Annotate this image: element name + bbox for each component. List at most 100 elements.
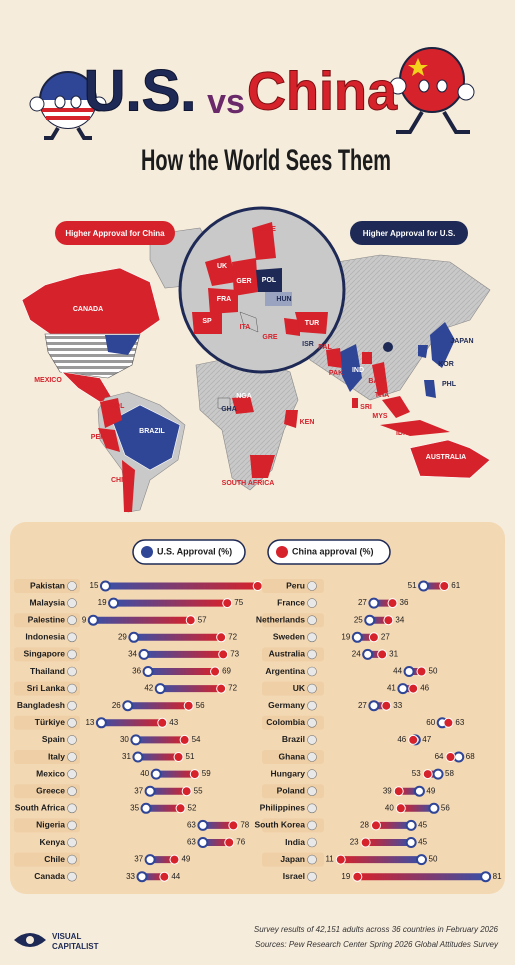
country-flag — [307, 666, 317, 677]
category-label: Singapore — [23, 649, 65, 659]
country-flag — [307, 632, 317, 643]
map-label: ITA — [240, 324, 251, 331]
china-value-label: 33 — [393, 701, 402, 710]
us-mascot — [29, 71, 107, 140]
dumbbell-bar — [148, 668, 216, 675]
map-label: CHI — [111, 477, 123, 484]
china-value-label: 28 — [360, 821, 369, 830]
china-dot — [252, 581, 263, 591]
category-label: Palestine — [28, 614, 66, 624]
china-dot — [218, 649, 229, 660]
us-value-label: 41 — [387, 684, 396, 693]
us-dot — [397, 683, 409, 695]
us-value-label: 31 — [122, 752, 131, 761]
china-value-label: 31 — [389, 650, 398, 659]
category-label: Italy — [48, 751, 65, 761]
map-label: PHL — [442, 381, 457, 388]
china-value-label: 76 — [236, 838, 245, 847]
china-dot — [422, 769, 433, 780]
us-value-label: 47 — [422, 735, 431, 744]
title-vs: vs — [207, 83, 245, 121]
china-dot — [360, 837, 371, 848]
us-dot — [150, 768, 162, 780]
china-dot — [439, 581, 450, 591]
china-value-label: 11 — [325, 855, 334, 864]
country-flag — [67, 854, 77, 865]
china-value-label: 19 — [341, 872, 350, 881]
china-dot — [179, 734, 190, 745]
us-dot — [368, 597, 380, 609]
china-value-label: 40 — [385, 803, 394, 812]
dumbbell-chart: U.S. Approval (%) China approval (%) Pakis… — [14, 539, 502, 884]
map-label: SOUTH AFRICA — [222, 480, 275, 487]
category-label: Australia — [269, 649, 306, 659]
map-label: HUN — [276, 296, 291, 303]
legend-us-pill — [350, 221, 468, 245]
legend-china: Higher Approval for China — [65, 229, 165, 238]
dumbbell-bar — [156, 770, 195, 778]
map-label: PAK — [329, 370, 343, 377]
china-value-label: 54 — [192, 735, 201, 744]
map-label: POL — [262, 277, 277, 284]
row-band — [14, 767, 80, 782]
row-band — [262, 596, 324, 611]
row-band — [262, 852, 324, 867]
map-label: NGA — [236, 393, 252, 400]
category-label: Kenya — [39, 837, 65, 847]
us-dot — [197, 837, 209, 848]
dumbbell-bar — [105, 582, 258, 590]
dumbbell-bar — [101, 719, 163, 727]
country-flag — [307, 854, 317, 865]
us-dot — [144, 854, 156, 866]
row-band — [14, 732, 80, 747]
us-value-label: 63 — [187, 821, 196, 830]
country-flag — [307, 649, 317, 660]
country-flag — [67, 871, 77, 882]
map-label: KOR — [438, 361, 454, 368]
row-band — [262, 579, 324, 593]
country-flag — [307, 769, 317, 779]
us-value-label: 42 — [144, 684, 153, 693]
row-band — [14, 647, 80, 662]
us-value-label: 50 — [429, 855, 438, 864]
us-value-label: 26 — [112, 701, 121, 710]
title-us: U.S. — [84, 58, 197, 123]
row-band — [14, 681, 80, 696]
china-value-label: 64 — [435, 752, 444, 761]
map-label: SP — [202, 318, 212, 325]
dumbbell-bar — [375, 821, 412, 829]
country-flag — [307, 871, 317, 882]
country-flag — [67, 803, 77, 814]
row-band — [14, 750, 80, 764]
country-flag — [67, 769, 77, 779]
dumbbell-bar — [150, 787, 187, 795]
us-value-label: 33 — [126, 872, 135, 881]
us-dot — [453, 751, 465, 763]
country-flag — [307, 683, 317, 694]
country-flag — [307, 786, 317, 797]
us-value-label: 30 — [120, 735, 129, 744]
dumbbell-bar — [340, 856, 422, 864]
china-value-label: 73 — [230, 650, 239, 659]
us-value-label: 40 — [140, 769, 149, 778]
china-dot — [185, 615, 196, 626]
china-dot — [210, 666, 221, 677]
us-value-label: 37 — [134, 786, 143, 795]
country-flag — [67, 632, 77, 643]
us-dot — [364, 614, 376, 626]
category-label: India — [285, 837, 305, 847]
us-value-label: 35 — [130, 803, 139, 812]
category-label: Indonesia — [25, 632, 65, 642]
us-value-label: 19 — [98, 598, 107, 607]
category-label: France — [277, 597, 305, 607]
china-value-label: 46 — [397, 735, 406, 744]
row-band — [262, 767, 324, 782]
china-value-label: 61 — [451, 581, 460, 590]
row-band — [262, 869, 324, 884]
us-dot — [99, 580, 111, 592]
us-value-label: 25 — [354, 615, 363, 624]
china-dot — [189, 769, 200, 780]
category-label: Argentina — [265, 666, 305, 676]
us-dot — [144, 785, 156, 797]
country-flag — [67, 735, 77, 745]
